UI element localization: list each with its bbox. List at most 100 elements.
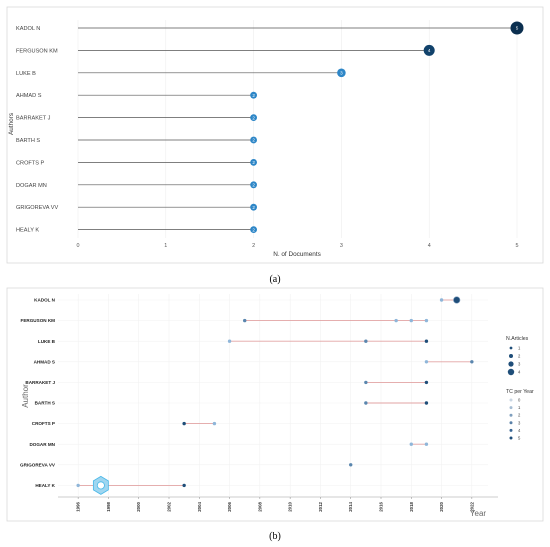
panel-a-x-tick-label: 2 (252, 243, 255, 249)
panel-b-point (364, 380, 368, 385)
legend-tc-swatch (509, 421, 513, 425)
panel-a-point (250, 159, 257, 166)
panel-b-x-tick-label: 2012 (318, 501, 323, 511)
panel-a-stems (78, 27, 517, 230)
panel-b-x-tick-label: 2022 (469, 501, 474, 511)
panel-a-author-label: DOGAR MN (16, 183, 47, 189)
panel-a-x-tick-label: 3 (340, 243, 343, 249)
panel-b-point (424, 380, 429, 385)
panel-a-author-label: GRIGOREVA VV (16, 205, 58, 211)
panel-a-caption: (a) (269, 274, 280, 285)
panel-a-x-ticks: 0 1 2 3 4 5 (77, 243, 519, 249)
panel-b-x-tick-label: 1996 (76, 501, 81, 511)
panel-a-point (250, 203, 257, 211)
legend-articles-swatch (508, 361, 514, 367)
panel-b-point (364, 401, 368, 405)
panel-a-point (250, 181, 257, 189)
legend-articles-title: N.Articles (506, 336, 529, 342)
panel-b-x-tick-label: 2010 (288, 501, 293, 511)
panel-a-x-tick-label: 5 (516, 243, 519, 249)
panel-a-frame (6, 6, 544, 264)
panel-b-x-tick-label: 2004 (197, 501, 202, 511)
panel-a-author-label: LUKE B (16, 71, 36, 77)
panel-b-author-label: LUKE B (38, 339, 56, 344)
panel-a-author-label: BARRAKET J (16, 116, 51, 122)
panel-a-point-label: 5 (516, 26, 519, 31)
panel-a-x-tick-label: 4 (428, 243, 431, 249)
panel-b-x-tick-label: 2018 (409, 501, 414, 511)
legend-articles-label: 3 (518, 362, 521, 367)
panel-b-x-tick-label: 2016 (379, 501, 384, 511)
panel-b-x-ticks: 1996 1998 2000 2002 2004 2006 2008 2010 2012 2014… (76, 501, 475, 511)
panel-a-point-label: 2 (252, 205, 255, 210)
legend-articles-swatch (509, 346, 513, 350)
panel-b-legend: N.Articles 1 2 3 4 TC per Year 0 1 2 3 4 5 (506, 336, 534, 441)
panel-a-point (337, 68, 346, 78)
panel-b-point (409, 442, 413, 446)
panel-b-point (439, 298, 444, 302)
panel-b-x-tick-label: 2000 (136, 501, 141, 511)
legend-tc-label: 3 (518, 420, 521, 425)
panel-a-point-label: 2 (252, 138, 255, 143)
panel-b-point (424, 339, 429, 343)
panel-a-point-label: 4 (428, 48, 431, 53)
panel-b-point (424, 401, 429, 405)
panel-b-y-axis-label: Author (21, 384, 30, 408)
panel-b-author-label: DOGAR MN (29, 442, 55, 447)
legend-tc-swatch (509, 436, 513, 440)
panel-a-author-label: FERGUSON KM (16, 48, 58, 54)
panel-b-author-label: GRIGOREVA VV (20, 462, 56, 467)
panel-a-point (250, 91, 257, 99)
panel-b-x-tick-label: 2014 (348, 501, 353, 511)
panel-b-point (349, 463, 353, 467)
legend-tc-label: 2 (518, 413, 521, 418)
panel-a-author-labels: KADOL N FERGUSON KM LUKE B AHMAD S BARRAKET … (16, 26, 58, 234)
panel-b-x-tick-label: 2020 (439, 501, 444, 511)
legend-tc-swatch (509, 406, 513, 410)
panel-b-point (424, 318, 429, 323)
panel-b-frame (6, 287, 544, 522)
panel-a-x-tick-label: 0 (77, 243, 80, 249)
panel-a-point-label: 2 (252, 93, 255, 98)
legend-articles-swatch (507, 368, 515, 376)
panel-b-author-labels: KADOL N FERGUSON KM LUKE B AHMAD S BARRAKET … (20, 298, 56, 488)
panel-b-x-tick-label: 2002 (167, 501, 172, 511)
panel-b-point (424, 360, 429, 364)
legend-tc-title: TC per Year (506, 389, 534, 395)
panel-a-points: 5 4 3 2 2 2 2 2 2 2 (250, 21, 524, 234)
panel-a-point-label: 3 (340, 71, 343, 76)
panel-b-x-tick-label: 1998 (106, 501, 111, 511)
panel-a-chart: 5 4 3 2 2 2 2 2 2 2 KADOL N FERGUSON KM LUKE B AHMAD… (6, 6, 544, 264)
panel-a-point-label: 2 (252, 160, 255, 165)
panel-a-point (423, 44, 435, 56)
panel-b-point (76, 483, 80, 488)
panel-b-x-axis-label: Year (470, 509, 487, 518)
panel-b-point (182, 483, 186, 488)
panel-a-author-label: AHMAD S (16, 93, 42, 99)
panel-a-point-label: 2 (252, 227, 255, 232)
panel-a-grid (77, 20, 518, 238)
panel-a-point-label: 2 (252, 115, 255, 120)
panel-a-y-axis-label: Authors (8, 113, 15, 135)
legend-tc-label: 1 (518, 405, 521, 410)
panel-b-author-label: CROFTS P (32, 421, 55, 426)
panel-b-points (76, 296, 474, 495)
panel-a-x-tick-label: 1 (164, 243, 167, 249)
panel-a-author-label: CROFTS P (16, 160, 45, 166)
legend-tc-label: 5 (518, 436, 521, 441)
panel-b-author-label: AHMAD S (34, 359, 55, 364)
panel-b-author-label: FERGUSON KM (21, 318, 56, 323)
panel-a-point (510, 21, 524, 35)
legend-articles-label: 2 (518, 354, 521, 359)
panel-b-point (453, 296, 461, 304)
legend-tc-label: 0 (518, 398, 521, 403)
panel-b-chart: KADOL N FERGUSON KM LUKE B AHMAD S BARRAKET … (6, 287, 544, 522)
panel-a-point (250, 136, 257, 144)
panel-b-point (424, 442, 429, 446)
legend-articles-label: 1 (518, 346, 521, 351)
panel-b-point (364, 339, 368, 343)
panel-a-author-label: BARTH S (16, 138, 40, 144)
panel-b-author-label: BARRAKET J (25, 380, 55, 385)
panel-b-point (227, 339, 232, 343)
